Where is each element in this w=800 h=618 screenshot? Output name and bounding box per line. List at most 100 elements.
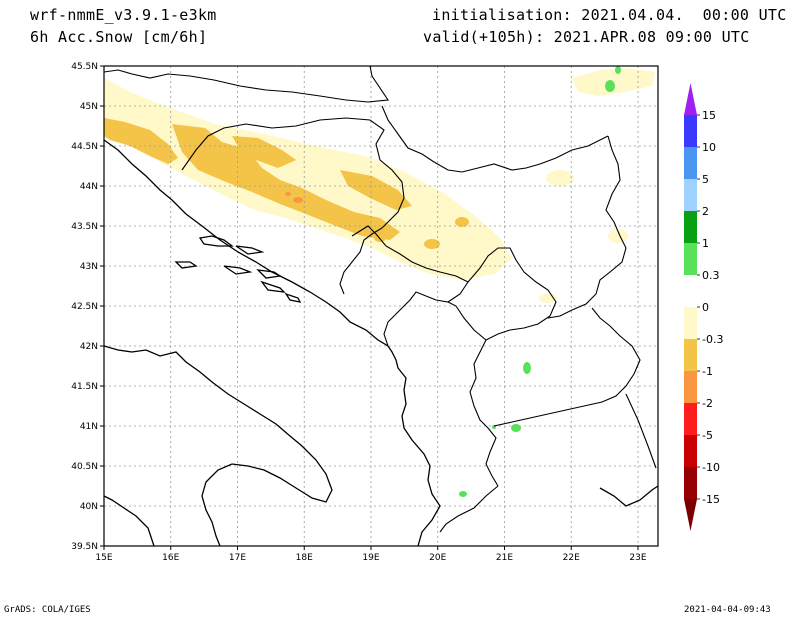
colorbar-segment <box>684 403 697 435</box>
colorbar-segment <box>684 307 697 339</box>
snow-patch-light <box>546 170 574 186</box>
colorbar-segment <box>684 275 697 307</box>
coastline-greece <box>599 485 658 507</box>
snow-patch-0-3cm <box>459 491 467 497</box>
valid-time: valid(+105h): 2021.APR.08 09:00 UTC <box>423 28 750 46</box>
snow-field <box>104 66 655 497</box>
colorbar-segment <box>684 147 697 179</box>
footer-credit: GrADS: COLA/IGES <box>4 605 91 615</box>
y-tick-label: 44N <box>80 182 98 192</box>
x-tick-label: 15E <box>95 553 112 563</box>
x-tick-label: 17E <box>229 553 246 563</box>
colorbar-label: 5 <box>702 173 709 186</box>
colorbar-segment <box>684 435 697 467</box>
colorbar-label: -2 <box>702 397 713 410</box>
colorbar-label: -1 <box>702 365 713 378</box>
border-bulgaria-turkey <box>625 393 657 469</box>
colorbar-segment <box>684 179 697 211</box>
y-tick-label: 40N <box>80 502 98 512</box>
init-time: initialisation: 2021.04.04. 00:00 UTC <box>432 6 787 24</box>
colorbar-label: 0.3 <box>702 269 720 282</box>
border-croatia-bosnia <box>181 117 405 295</box>
island <box>284 292 302 303</box>
colorbar-label: -10 <box>702 461 720 474</box>
snow-patch-1cm <box>424 239 440 249</box>
y-tick-label: 42.5N <box>71 302 98 312</box>
x-tick-label: 19E <box>362 553 379 563</box>
coastline-croatia-montenegro-albania <box>104 139 441 546</box>
border-slovenia-croatia <box>104 66 389 103</box>
colorbar-segment <box>684 467 697 499</box>
colorbar-segment <box>684 211 697 243</box>
y-tick-label: 43.5N <box>71 222 98 232</box>
snow-patch-1cm <box>455 217 469 227</box>
island <box>223 265 253 275</box>
snow-patch-0-3cm <box>523 362 531 374</box>
variable-title: 6h Acc.Snow [cm/6h] <box>30 28 208 46</box>
y-tick-label: 42N <box>80 342 98 352</box>
x-tick-label: 20E <box>429 553 446 563</box>
island <box>198 235 234 247</box>
snow-patch-0-3cm <box>511 424 521 432</box>
coastline-italy-heel <box>104 495 155 546</box>
island <box>260 280 286 293</box>
y-tick-label: 43N <box>80 262 98 272</box>
colorbar-segment <box>684 115 697 147</box>
colorbar-label: 10 <box>702 141 716 154</box>
snow-area-1cm <box>232 136 296 168</box>
border-serbia-romania-bulgaria <box>547 135 627 319</box>
x-tick-label: 22E <box>563 553 580 563</box>
footer-timestamp: 2021-04-04-09:43 <box>684 605 771 615</box>
snow-patch-2cm <box>285 192 291 196</box>
y-tick-label: 41.5N <box>71 382 98 392</box>
colorbar-bottom-arrow <box>684 499 697 531</box>
y-tick-label: 45N <box>80 102 98 112</box>
y-tick-label: 39.5N <box>71 542 98 552</box>
axes: 15E 16E 17E 18E 19E 20E 21E 22E 23E 39.5N 40N 40.5N… <box>71 62 647 563</box>
colorbar-label: -0.3 <box>702 333 723 346</box>
coastlines <box>104 139 658 546</box>
border-albania-macedonia <box>469 339 499 487</box>
colorbar-segment <box>684 371 697 403</box>
snow-patch-0-3cm <box>605 80 615 92</box>
model-title: wrf-nmmE_v3.9.1-e3km <box>30 6 217 24</box>
island <box>256 269 282 279</box>
colorbar-label: 1 <box>702 237 709 250</box>
colorbar-label: -15 <box>702 493 720 506</box>
border-macedonia-greece <box>493 307 641 427</box>
island <box>235 245 265 255</box>
grid-lines <box>104 66 658 546</box>
border-serbia <box>381 105 609 173</box>
y-tick-label: 41N <box>80 422 98 432</box>
country-borders <box>104 66 657 533</box>
snow-area-1cm <box>104 118 178 164</box>
x-tick-label: 18E <box>296 553 313 563</box>
colorbar-segment <box>684 339 697 371</box>
border-kosovo <box>447 247 557 341</box>
snow-area-1cm <box>340 170 412 210</box>
coastline-italy <box>104 345 333 546</box>
x-tick-label: 16E <box>162 553 179 563</box>
island <box>174 261 198 269</box>
snow-patch-0-3cm <box>615 66 621 74</box>
snow-area-light <box>104 78 512 280</box>
snow-patch-light <box>608 229 628 243</box>
colorbar-label: -5 <box>702 429 713 442</box>
colorbar-segment <box>684 243 697 275</box>
snow-patch-light <box>539 293 557 303</box>
snow-area-1cm <box>172 124 400 240</box>
x-tick-label: 23E <box>629 553 646 563</box>
colorbar-label: 0 <box>702 301 709 314</box>
x-tick-label: 21E <box>496 553 513 563</box>
colorbar: 15 10 5 2 1 0.3 0 -0.3 -1 -2 -5 -10 -15 <box>684 83 723 531</box>
y-tick-label: 44.5N <box>71 142 98 152</box>
y-tick-label: 40.5N <box>71 462 98 472</box>
border-bosnia-montenegro <box>351 225 469 347</box>
y-tick-label: 45.5N <box>71 62 98 72</box>
colorbar-label: 2 <box>702 205 709 218</box>
colorbar-label: 15 <box>702 109 716 122</box>
snow-patch-2cm <box>293 197 303 203</box>
border-albania-greece <box>439 485 499 533</box>
colorbar-top-arrow <box>684 83 697 115</box>
